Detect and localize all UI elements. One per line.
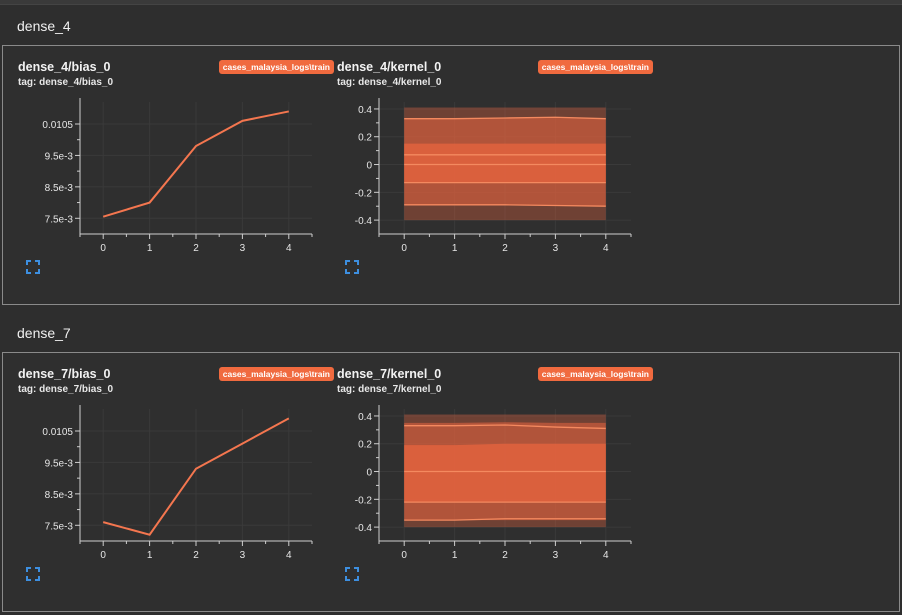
percentile-line bbox=[404, 116, 606, 120]
x-tick-label: 2 bbox=[502, 243, 508, 254]
chart-card-dense-4-kernel: dense_4/kernel_0 tag: dense_4/kernel_0 c… bbox=[337, 60, 655, 300]
section-title: dense_7 bbox=[17, 325, 71, 341]
y-tick-label: 0 bbox=[366, 468, 372, 479]
x-tick-label: 3 bbox=[240, 550, 246, 561]
x-tick-label: 2 bbox=[502, 550, 508, 561]
run-badge[interactable]: cases_malaysia_logs\train bbox=[537, 60, 653, 74]
line-chart[interactable]: 7.5e-3 8.5e-3 9.5e-3 0.0105 0 1 2 3 4 bbox=[18, 401, 336, 561]
percentile-line bbox=[404, 518, 606, 521]
card-title: dense_7/bias_0 bbox=[18, 367, 111, 381]
y-tick-label: 0.2 bbox=[358, 133, 372, 144]
card-title: dense_7/kernel_0 bbox=[337, 367, 442, 381]
card-title: dense_4/bias_0 bbox=[18, 60, 111, 74]
run-badge[interactable]: cases_malaysia_logs\train bbox=[218, 367, 334, 381]
run-badge[interactable]: cases_malaysia_logs\train bbox=[218, 60, 334, 74]
x-tick-label: 2 bbox=[193, 243, 199, 254]
section-header-dense-7[interactable]: dense_7 bbox=[0, 313, 902, 351]
y-tick-label: 8.5e-3 bbox=[45, 490, 74, 501]
x-tick-label: 3 bbox=[553, 243, 559, 254]
chart-card-dense-7-kernel: dense_7/kernel_0 tag: dense_7/kernel_0 c… bbox=[337, 367, 655, 607]
fullscreen-icon[interactable] bbox=[26, 567, 40, 581]
y-tick-label: 8.5e-3 bbox=[45, 183, 74, 194]
series-line bbox=[102, 110, 289, 218]
x-tick-label: 0 bbox=[100, 243, 106, 254]
x-tick-label: 1 bbox=[452, 550, 458, 561]
distribution-chart[interactable]: -0.4 -0.2 0 0.2 0.4 0 1 2 3 4 bbox=[337, 94, 655, 254]
series-line bbox=[102, 417, 290, 536]
y-tick-label: 0.0105 bbox=[42, 120, 73, 131]
fullscreen-icon[interactable] bbox=[26, 260, 40, 274]
section-body-dense-4: dense_4/bias_0 tag: dense_4/bias_0 cases… bbox=[2, 45, 900, 305]
card-tag: tag: dense_7/bias_0 bbox=[18, 384, 114, 395]
x-tick-label: 0 bbox=[100, 550, 106, 561]
distribution-band bbox=[404, 143, 606, 183]
section-title: dense_4 bbox=[17, 18, 71, 34]
y-tick-label: -0.2 bbox=[355, 495, 373, 506]
distribution-band bbox=[404, 443, 606, 503]
x-tick-label: 0 bbox=[401, 243, 407, 254]
x-tick-label: 4 bbox=[603, 550, 609, 561]
y-tick-label: -0.4 bbox=[355, 216, 373, 227]
y-tick-label: 0.0105 bbox=[42, 427, 73, 438]
section-header-dense-4[interactable]: dense_4 bbox=[0, 6, 902, 44]
x-tick-label: 3 bbox=[240, 243, 246, 254]
card-title: dense_4/kernel_0 bbox=[337, 60, 442, 74]
y-tick-label: 9.5e-3 bbox=[45, 151, 74, 162]
card-tag: tag: dense_7/kernel_0 bbox=[337, 384, 442, 395]
percentile-line bbox=[404, 204, 606, 207]
fullscreen-icon[interactable] bbox=[345, 567, 359, 581]
x-tick-label: 4 bbox=[603, 243, 609, 254]
fullscreen-icon[interactable] bbox=[345, 260, 359, 274]
chart-card-dense-7-bias: dense_7/bias_0 tag: dense_7/bias_0 cases… bbox=[18, 367, 336, 607]
x-tick-label: 4 bbox=[286, 243, 292, 254]
x-tick-label: 1 bbox=[452, 243, 458, 254]
y-tick-label: -0.4 bbox=[355, 523, 373, 534]
y-tick-label: 7.5e-3 bbox=[45, 214, 74, 225]
y-tick-label: 0.4 bbox=[358, 105, 372, 116]
card-tag: tag: dense_4/bias_0 bbox=[18, 77, 114, 88]
x-tick-label: 1 bbox=[147, 550, 153, 561]
y-tick-label: -0.2 bbox=[355, 188, 373, 199]
y-tick-label: 7.5e-3 bbox=[45, 521, 74, 532]
x-tick-label: 0 bbox=[401, 550, 407, 561]
y-tick-label: 0 bbox=[366, 161, 372, 172]
x-tick-label: 2 bbox=[193, 550, 199, 561]
line-chart[interactable]: 7.5e-3 8.5e-3 9.5e-3 0.0105 0 1 2 3 4 bbox=[18, 94, 336, 254]
chart-card-dense-4-bias: dense_4/bias_0 tag: dense_4/bias_0 cases… bbox=[18, 60, 336, 300]
percentile-line bbox=[404, 424, 606, 430]
distribution-chart[interactable]: -0.4 -0.2 0 0.2 0.4 0 1 2 3 4 bbox=[337, 401, 655, 561]
x-tick-label: 4 bbox=[286, 550, 292, 561]
x-tick-label: 3 bbox=[553, 550, 559, 561]
x-tick-label: 1 bbox=[147, 243, 153, 254]
run-badge[interactable]: cases_malaysia_logs\train bbox=[537, 367, 653, 381]
top-divider bbox=[0, 0, 902, 5]
y-tick-label: 0.4 bbox=[358, 412, 372, 423]
y-tick-label: 9.5e-3 bbox=[45, 458, 74, 469]
section-body-dense-7: dense_7/bias_0 tag: dense_7/bias_0 cases… bbox=[2, 352, 900, 612]
y-tick-label: 0.2 bbox=[358, 440, 372, 451]
card-tag: tag: dense_4/kernel_0 bbox=[337, 77, 442, 88]
